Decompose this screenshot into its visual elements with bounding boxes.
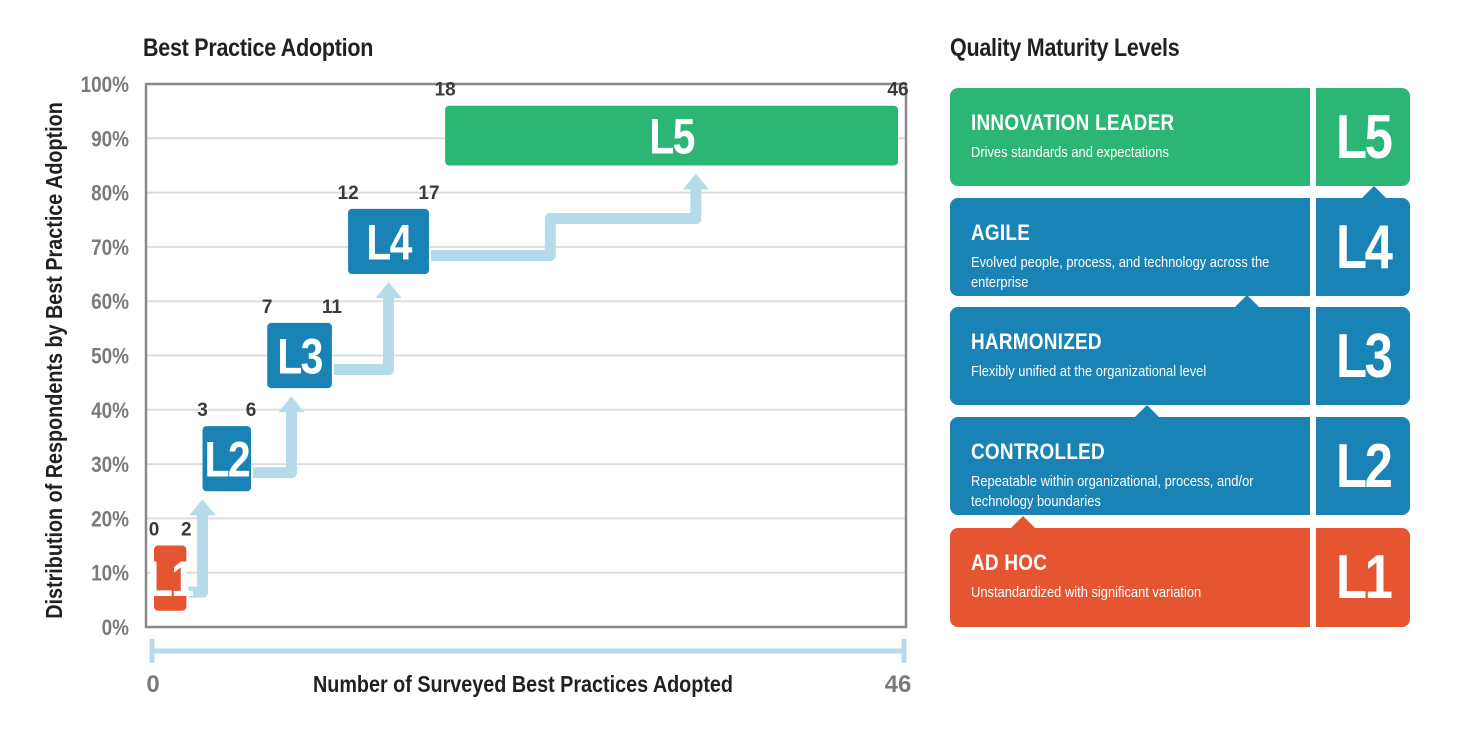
level-bar-l2: [202, 426, 252, 492]
level-bar-l4: [348, 208, 429, 275]
level-range-start: 0: [149, 520, 160, 541]
chart-title: Best Practice Adoption: [143, 34, 374, 62]
maturity-level-code: L5: [1316, 88, 1410, 186]
level-bar-label: L2: [204, 432, 249, 488]
card-divider: [1310, 307, 1316, 405]
level-step-notch: [1361, 186, 1387, 199]
level-range-end: 11: [322, 297, 343, 318]
y-tick-label: 40%: [91, 398, 129, 423]
y-tick-label: 100%: [81, 73, 129, 98]
plot-frame: [144, 82, 908, 629]
maturity-card-l2: CONTROLLED Repeatable within organization…: [950, 417, 1410, 515]
maturity-level-code: L3: [1316, 307, 1410, 405]
maturity-level-code: L4: [1316, 198, 1410, 296]
step-arrow-head: [189, 499, 216, 516]
level-range-start: 7: [262, 297, 273, 318]
level-bar-l3: [267, 322, 332, 389]
y-tick-label: 80%: [91, 181, 129, 206]
maturity-level-code-text: L2: [1335, 431, 1393, 501]
maturity-level-description: Evolved people, process, and technology …: [971, 254, 1270, 291]
maturity-level-code-text: L3: [1335, 321, 1393, 391]
step-arrow-head: [375, 282, 402, 299]
y-axis-label: Distribution of Respondents by Best Prac…: [42, 102, 68, 619]
maturity-card-l5: INNOVATION LEADER Drives standards and ex…: [950, 88, 1410, 186]
maturity-card-l4: AGILE Evolved people, process, and techno…: [950, 198, 1410, 296]
x-axis-min-label: 0: [146, 671, 159, 698]
maturity-level-code-text: L5: [1335, 102, 1393, 172]
maturity-level-code: L2: [1316, 417, 1410, 515]
y-tick-label: 0%: [102, 616, 129, 641]
level-range-end: 6: [246, 400, 257, 421]
level-bar-label: L4: [366, 215, 413, 271]
level-bar-label: L1: [148, 551, 194, 607]
maturity-card-l1: AD HOC Unstandardized with significant va…: [950, 528, 1410, 627]
level-range-end: 2: [181, 520, 192, 541]
step-arrow: [188, 513, 209, 598]
step-arrow: [333, 296, 395, 375]
level-step-notch: [1010, 516, 1036, 529]
maturity-level-name: AD HOC: [971, 550, 1048, 575]
level-step-notch: [1234, 295, 1260, 308]
maturity-level-description: Unstandardized with significant variatio…: [971, 584, 1202, 601]
maturity-level-description: Drives standards and expectations: [971, 144, 1169, 161]
card-divider: [1310, 88, 1316, 186]
maturity-card-l3: HARMONIZED Flexibly unified at the organi…: [950, 307, 1410, 405]
maturity-level-name: INNOVATION LEADER: [971, 110, 1175, 135]
level-bar-l5: [445, 105, 898, 166]
x-axis-label: Number of Surveyed Best Practices Adopte…: [313, 672, 733, 698]
y-tick-label: 10%: [91, 561, 129, 586]
maturity-level-description: Flexibly unified at the organizational l…: [971, 363, 1207, 380]
maturity-level-name: CONTROLLED: [971, 439, 1105, 464]
level-range-start: 18: [435, 80, 456, 101]
y-tick-label: 30%: [91, 453, 129, 478]
y-tick-label: 50%: [91, 344, 129, 369]
card-divider: [1310, 528, 1316, 627]
card-divider: [1310, 417, 1316, 515]
step-arrow-head: [682, 173, 709, 190]
y-tick-label: 70%: [91, 236, 129, 261]
maturity-level-code-text: L1: [1335, 543, 1393, 612]
level-bar-label: L3: [277, 329, 322, 385]
y-tick-label: 20%: [91, 507, 129, 532]
y-tick-label: 90%: [91, 127, 129, 152]
level-step-notch: [1134, 405, 1160, 418]
card-divider: [1310, 198, 1316, 296]
maturity-level-description: Repeatable within organizational, proces…: [971, 473, 1254, 510]
step-arrow: [430, 187, 702, 261]
maturity-level-code-text: L4: [1335, 212, 1393, 282]
level-range-end: 17: [418, 183, 439, 204]
level-range-end: 46: [887, 80, 908, 101]
level-range-start: 12: [338, 183, 359, 204]
level-bar-label: L5: [649, 109, 695, 165]
y-tick-label: 60%: [91, 290, 129, 315]
maturity-level-name: HARMONIZED: [971, 329, 1102, 354]
level-bar-l1: [154, 545, 187, 611]
maturity-title: Quality Maturity Levels: [950, 34, 1180, 62]
level-range-start: 3: [197, 400, 208, 421]
maturity-level-code: L1: [1316, 528, 1410, 627]
x-axis-max-label: 46: [885, 671, 912, 698]
step-arrow-head: [278, 396, 305, 413]
maturity-level-name: AGILE: [971, 220, 1031, 245]
step-arrow: [253, 410, 297, 479]
